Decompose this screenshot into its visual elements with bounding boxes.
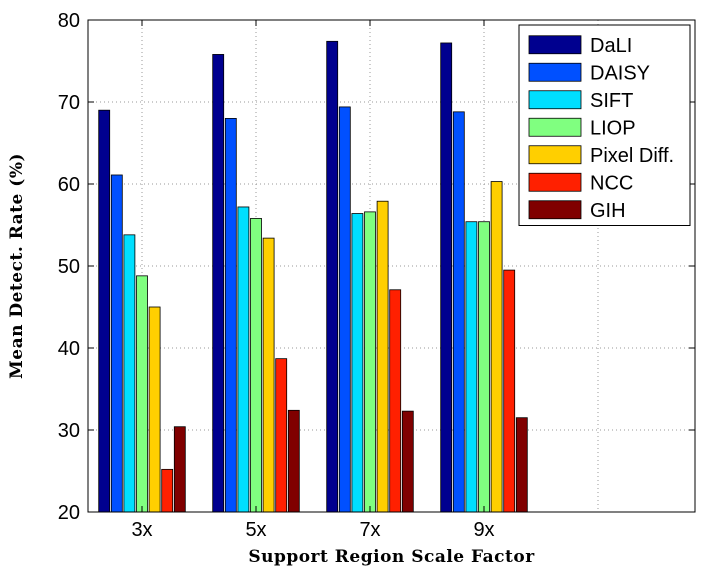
bar [161,468,174,513]
y-axis-title: Mean Detect. Rate (%) [7,153,27,379]
bar [250,218,262,513]
bar [262,237,275,513]
y-tick-label: 30 [58,420,80,442]
legend-swatch [528,35,582,55]
bar [452,111,465,513]
legend-label: NCC [590,172,633,194]
bar [237,206,250,513]
x-axis-ticks: 3x 5x 7x 9x [131,20,495,541]
y-tick-label: 80 [58,10,80,32]
y-tick-label: 60 [58,174,80,196]
bar [287,409,300,513]
legend-label: GIH [590,200,626,222]
x-tick-label: 3x [131,519,152,541]
bar [148,306,161,513]
y-tick-label: 70 [58,92,80,114]
x-tick-label: 9x [473,519,494,541]
y-tick-label: 20 [58,502,80,524]
bar [376,200,389,513]
legend: DaLI DAISY SIFT LIOP Pixel Diff. NCC GIH [518,24,691,226]
legend-swatch [528,172,582,192]
y-tick-label: 40 [58,338,80,360]
bar [465,221,478,513]
legend-label: SIFT [590,90,633,112]
x-axis-title: Support Region Scale Factor [248,547,535,567]
bar [503,269,516,513]
legend-swatch [528,145,582,165]
bar [351,213,364,513]
bar [490,181,503,513]
bar [123,234,136,513]
bar [173,426,186,513]
bar [515,417,528,513]
legend-swatch [528,117,582,137]
bar [110,174,123,513]
y-tick-label: 50 [58,256,80,278]
bar [326,40,339,513]
bar [364,211,376,513]
legend-swatch [528,90,582,110]
legend-swatch [528,200,582,220]
x-tick-label: 7x [359,519,380,541]
bar [224,118,237,513]
legend-label: DaLI [590,35,632,57]
legend-label: DAISY [590,62,650,84]
bar [478,221,490,513]
bar [338,106,351,513]
bar [136,275,148,513]
y-axis-ticks: 20 30 40 50 60 70 80 [58,10,695,524]
bar [389,289,402,513]
legend-label: LIOP [590,117,636,139]
legend-label: Pixel Diff. [590,145,674,167]
bar [212,54,225,513]
legend-swatch [528,62,582,82]
bar [275,358,288,513]
bar [440,42,453,513]
bar [98,109,111,513]
x-tick-label: 5x [245,519,266,541]
bar [401,410,414,513]
